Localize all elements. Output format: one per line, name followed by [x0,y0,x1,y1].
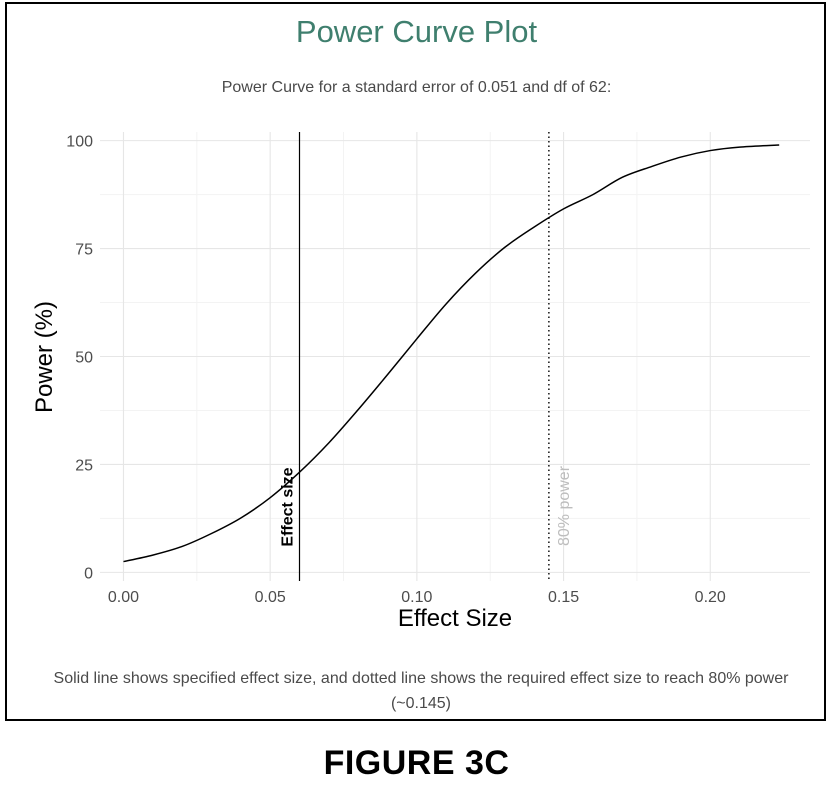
x-tick-label: 0.05 [255,589,286,606]
effect-size-label: Effect size [280,467,297,546]
tick-labels: 0.00 0.05 0.10 0.15 0.20 0 25 50 75 100 [66,134,726,606]
x-tick-label: 0.10 [401,589,432,606]
x-tick-label: 0.15 [548,589,579,606]
power-curve-line [123,144,780,563]
chart-subtitle: Power Curve for a standard error of 0.05… [221,79,612,96]
series-layer [123,144,780,563]
chart-caption: Solid line shows specified effect size, … [53,670,789,712]
y-tick-label: 0 [84,565,93,582]
x-tick-label: 0.20 [695,589,726,606]
y-tick-label: 25 [75,457,93,474]
y-tick-label: 75 [75,242,93,259]
x-tick-label: 0.00 [108,589,139,606]
chart-title: Power Curve Plot [295,14,538,49]
grid-layer [100,132,810,581]
x-axis-title: Effect Size [398,605,512,632]
figure-frame [5,2,826,721]
y-axis-title: Power (%) [31,301,58,413]
required-effect-label: 80% power [556,465,573,546]
figure-label: FIGURE 3C [323,744,510,782]
y-tick-label: 50 [75,350,93,367]
y-tick-label: 100 [66,134,93,151]
